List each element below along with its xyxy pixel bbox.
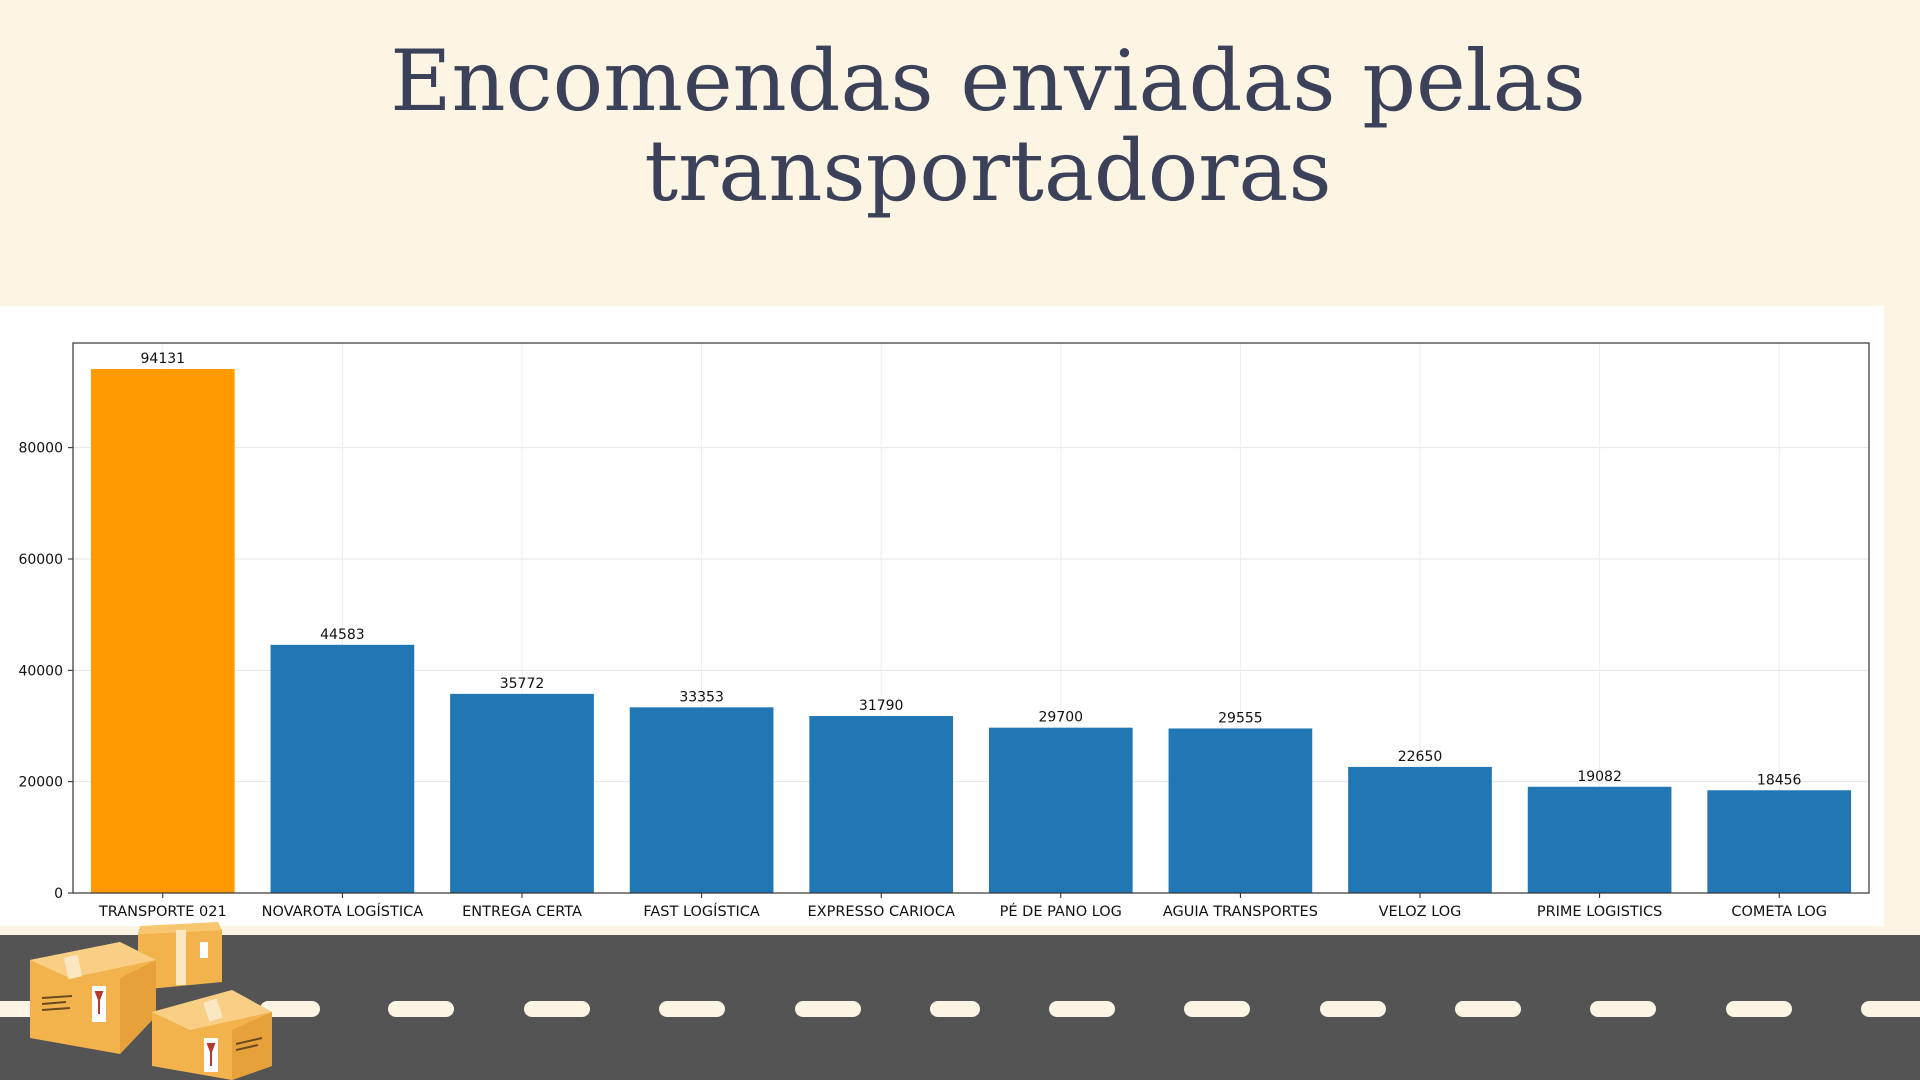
bar	[1168, 728, 1313, 893]
road-dash	[388, 1001, 454, 1017]
page-title: Encomendas enviadas pelas transportadora…	[0, 36, 1920, 216]
road-dash	[1320, 1001, 1386, 1017]
y-tick-label: 40000	[18, 663, 63, 679]
box-right	[152, 990, 272, 1080]
data-label: 29700	[1039, 710, 1084, 726]
y-tick-label: 0	[54, 886, 63, 902]
y-tick-label: 20000	[18, 775, 63, 791]
road-dash	[260, 1001, 320, 1017]
bar	[450, 693, 594, 893]
x-tick-label: AGUIA TRANSPORTES	[1163, 904, 1318, 920]
data-label: 35772	[500, 676, 545, 692]
box-left	[30, 942, 156, 1054]
plot-frame	[72, 342, 1870, 894]
x-tick-label: COMETA LOG	[1731, 904, 1827, 920]
road-dash	[795, 1001, 861, 1017]
data-label: 29555	[1218, 710, 1263, 726]
data-label: 18456	[1757, 772, 1802, 788]
bar	[1348, 766, 1492, 893]
road-dash	[1455, 1001, 1521, 1017]
cardboard-boxes-icon	[30, 922, 272, 1080]
x-tick-label: PRIME LOGISTICS	[1537, 904, 1663, 920]
bar	[90, 368, 235, 893]
data-label: 31790	[859, 698, 904, 714]
bar	[809, 716, 954, 893]
title-line-2: transportadoras	[644, 122, 1332, 220]
data-label: 33353	[679, 689, 724, 705]
road-dash	[524, 1001, 590, 1017]
bar-chart: 94131 TRANSPORTE 021 44583 NOVAROTA LOGÍSTI…	[18, 342, 1870, 920]
x-tick-label: PÉ DE PANO LOG	[1000, 903, 1122, 920]
road-dash	[1184, 1001, 1250, 1017]
x-tick-label: VELOZ LOG	[1379, 904, 1462, 920]
road-dash	[1726, 1001, 1792, 1017]
data-label: 22650	[1398, 749, 1443, 765]
x-tick-label: FAST LOGÍSTICA	[643, 903, 760, 920]
road-dash	[930, 1001, 980, 1017]
bar	[270, 644, 415, 893]
x-tick-label: ENTREGA CERTA	[462, 904, 582, 920]
x-tick-label: TRANSPORTE 021	[98, 904, 227, 920]
y-tick-label: 80000	[18, 441, 63, 457]
title-line-1: Encomendas enviadas pelas	[390, 32, 1586, 130]
bar	[988, 727, 1133, 893]
road-dash	[1590, 1001, 1656, 1017]
data-label: 19082	[1577, 769, 1622, 785]
bar	[1527, 786, 1672, 893]
box-back	[138, 922, 222, 990]
road-dash	[1049, 1001, 1115, 1017]
x-tick-label: NOVAROTA LOGÍSTICA	[262, 903, 424, 920]
x-tick-label: EXPRESSO CARIOCA	[808, 904, 955, 920]
data-label: 94131	[141, 351, 186, 367]
bar	[1707, 790, 1852, 893]
road-dash	[1861, 1001, 1920, 1017]
road-dash	[0, 1001, 38, 1017]
road-stripes	[0, 1001, 1920, 1017]
y-tick-label: 60000	[18, 552, 63, 568]
chart-panel: 94131 TRANSPORTE 021 44583 NOVAROTA LOGÍSTI…	[0, 306, 1884, 926]
road-dash	[659, 1001, 725, 1017]
road	[0, 935, 1920, 1080]
data-label: 44583	[320, 627, 365, 643]
bar	[629, 707, 774, 893]
